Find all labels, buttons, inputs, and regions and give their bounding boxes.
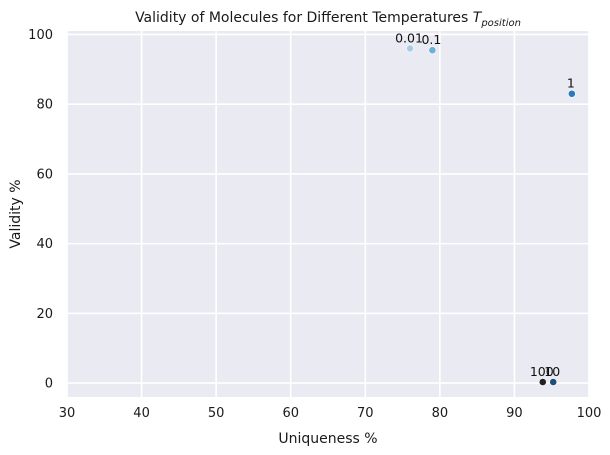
x-tick-label: 80 [432, 406, 449, 421]
y-tick-label: 60 [36, 167, 53, 182]
data-point-label: 1 [567, 76, 575, 91]
x-tick-label: 50 [208, 406, 225, 421]
axis-ticks: 30 40 50 60 70 80 90 100 0 20 40 60 80 100 [28, 28, 601, 421]
x-axis-label: Uniqueness % [278, 431, 377, 447]
x-tick-label: 90 [506, 406, 523, 421]
data-point [428, 46, 437, 55]
x-tick-label: 100 [577, 406, 602, 421]
x-tick-label: 70 [357, 406, 374, 421]
y-tick-label: 80 [36, 98, 53, 113]
x-tick-label: 30 [59, 406, 76, 421]
y-axis-label: Validity % [8, 179, 24, 248]
data-point [406, 44, 414, 53]
data-point-label: 0.1 [421, 32, 441, 47]
data-point [538, 378, 547, 386]
y-tick-label: 40 [36, 237, 53, 252]
data-point-label: 10 [544, 364, 560, 379]
chart-title-text: Validity of Molecules for Different Temp… [135, 10, 473, 26]
plot-area [67, 31, 589, 397]
x-tick-label: 60 [282, 406, 299, 421]
data-point [567, 89, 576, 98]
grid [66, 31, 590, 397]
data-point-label: 0.01 [395, 30, 423, 45]
chart-title-subscript: position [480, 18, 521, 29]
y-tick-label: 0 [45, 377, 53, 392]
x-tick-label: 40 [133, 406, 150, 421]
chart-title: Validity of Molecules for Different Temp… [135, 10, 521, 29]
y-tick-label: 100 [28, 28, 53, 43]
chart-title-math: T [473, 10, 483, 26]
data-point-label: 100 [530, 364, 554, 379]
data-point [549, 378, 558, 386]
y-tick-label: 20 [36, 307, 53, 322]
